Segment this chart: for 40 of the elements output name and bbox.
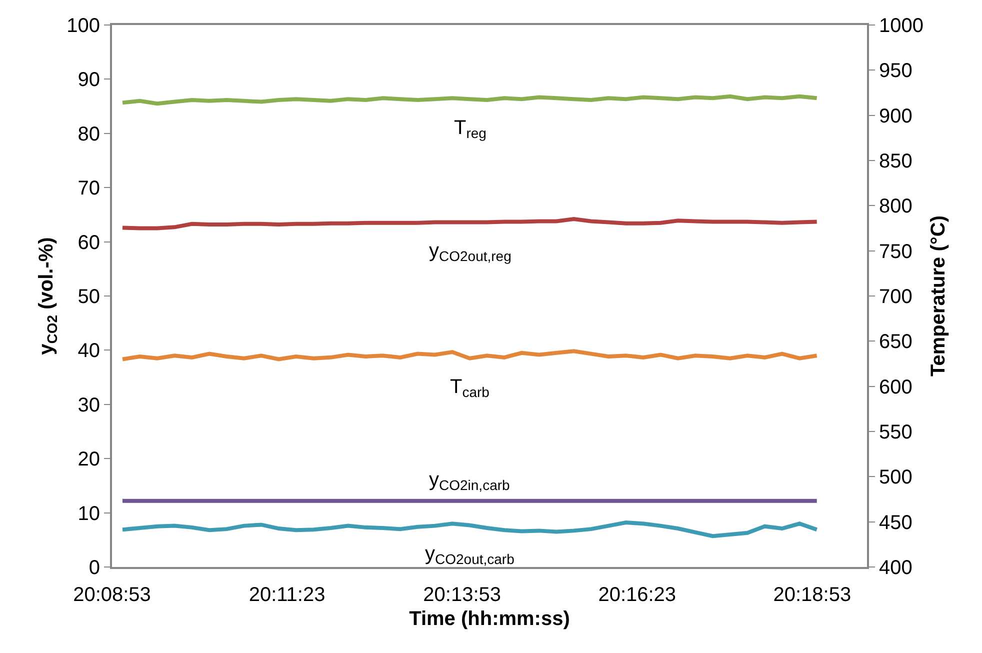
y2-tick-label: 550: [879, 422, 912, 444]
line-series: [120, 349, 819, 362]
y2-tick-label: 900: [879, 105, 912, 128]
series-label: T$_{reg}$: [454, 117, 486, 142]
y2-tick-label: 400: [879, 557, 912, 579]
y2-tick-label: 700: [879, 286, 912, 308]
y-tick-label: 50: [78, 286, 100, 308]
y2-tick-label: 800: [879, 196, 912, 218]
y2-tick-label: 1000: [879, 15, 924, 37]
y2-tick-label: 450: [879, 512, 912, 534]
y2-axis-title: Temperature (°C): [928, 216, 950, 376]
line-series: [120, 520, 819, 538]
y-tick-label: 0: [88, 557, 100, 579]
y-tick-label: 40: [78, 340, 100, 362]
series-label: y$_{CO2out,reg}$: [429, 240, 512, 264]
x-tick-label: 20:16:23: [598, 584, 676, 606]
line-series: [120, 94, 819, 106]
y2-tick-label: 950: [879, 60, 912, 82]
y-tick-label: 70: [78, 178, 100, 200]
y-tick-label: 90: [78, 69, 100, 92]
y2-tick-label: 600: [879, 376, 912, 398]
y-tick-label: 100: [66, 15, 100, 37]
series-label: y$_{CO2out,carb}$: [425, 543, 515, 568]
y-tick-label: 60: [78, 232, 100, 254]
x-tick-label: 20:18:53: [773, 584, 852, 606]
x-tick-label: 20:13:53: [423, 584, 501, 606]
series-label: y$_{CO2in,carb}$: [429, 469, 510, 494]
y-tick-label: 20: [78, 448, 100, 471]
y2-tick-label: 500: [879, 466, 912, 489]
series-label: T$_{carb}$: [450, 376, 490, 400]
y-tick-label: 10: [78, 502, 100, 525]
x-tick-label: 20:11:23: [248, 584, 326, 606]
y2-tick-label: 850: [879, 150, 912, 172]
x-axis-title: Time (hh:mm:ss): [409, 608, 570, 630]
line-series: [120, 217, 819, 230]
y-tick-label: 80: [78, 123, 100, 146]
x-tick-label: 20:08:53: [73, 584, 151, 606]
y2-tick-label: 750: [879, 240, 912, 263]
y2-tick-label: 650: [879, 331, 912, 354]
y-tick-label: 30: [78, 394, 100, 416]
